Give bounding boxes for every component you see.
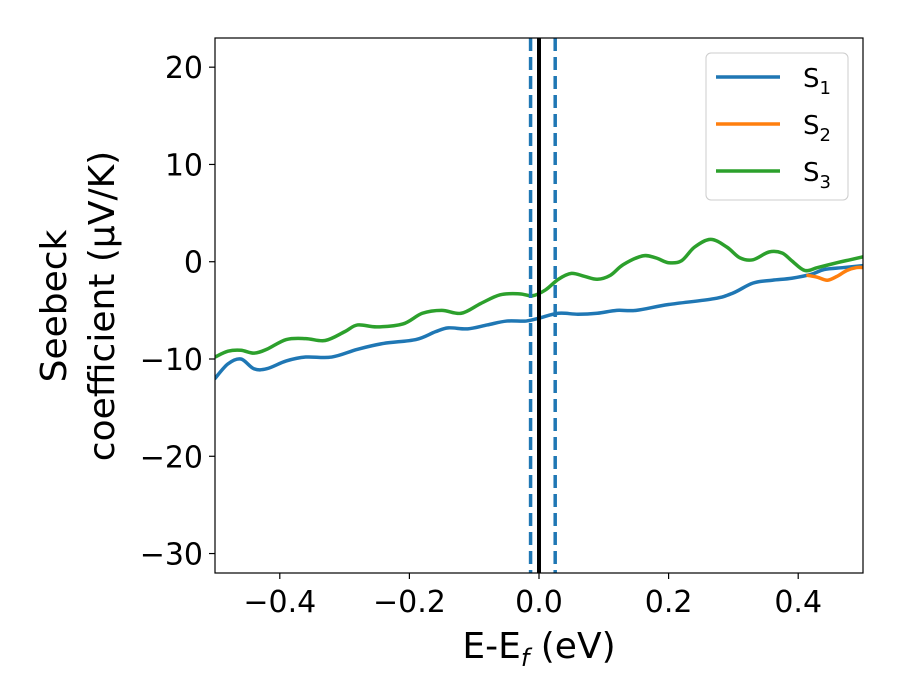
y-tick-label: 20 [165, 51, 203, 86]
legend-label-s2: S2 [803, 111, 831, 146]
y-tick-label: −20 [140, 440, 203, 475]
x-axis-title-unit: (eV) [529, 626, 615, 667]
legend-frame [705, 52, 849, 201]
x-axis-ticks: −0.4 −0.2 0.0 0.2 0.4 [243, 573, 822, 620]
y-tick-label: 0 [184, 246, 203, 281]
x-axis-title-main: E-E [462, 626, 520, 667]
y-axis-title: Seebeck coefficient (μV/K) [34, 151, 123, 461]
series-line-s1 [215, 263, 863, 381]
legend-label-s3: S3 [803, 158, 831, 193]
x-tick-label: 0.0 [515, 585, 563, 620]
legend-label-s1: S1 [803, 64, 831, 99]
legend: S1 S2 S3 [705, 52, 849, 201]
x-tick-label: 0.2 [645, 585, 693, 620]
x-tick-label: 0.4 [774, 585, 822, 620]
series-layer [215, 237, 863, 381]
reference-lines [528, 38, 557, 573]
y-axis-title-line1: Seebeck [34, 229, 75, 382]
y-tick-label: −10 [140, 343, 203, 378]
x-axis-title: E-Ef (eV) [462, 626, 615, 672]
x-tick-label: −0.4 [243, 585, 316, 620]
y-tick-label: 10 [165, 148, 203, 183]
y-axis-ticks: −30 −20 −10 0 10 20 [140, 51, 215, 573]
series-line-s2 [806, 265, 863, 282]
x-tick-label: −0.2 [373, 585, 446, 620]
y-tick-label: −30 [140, 538, 203, 573]
series-line-s3 [215, 237, 863, 359]
y-axis-title-line2: coefficient (μV/K) [82, 151, 123, 461]
legend-items: S1 S2 S3 [716, 64, 831, 193]
